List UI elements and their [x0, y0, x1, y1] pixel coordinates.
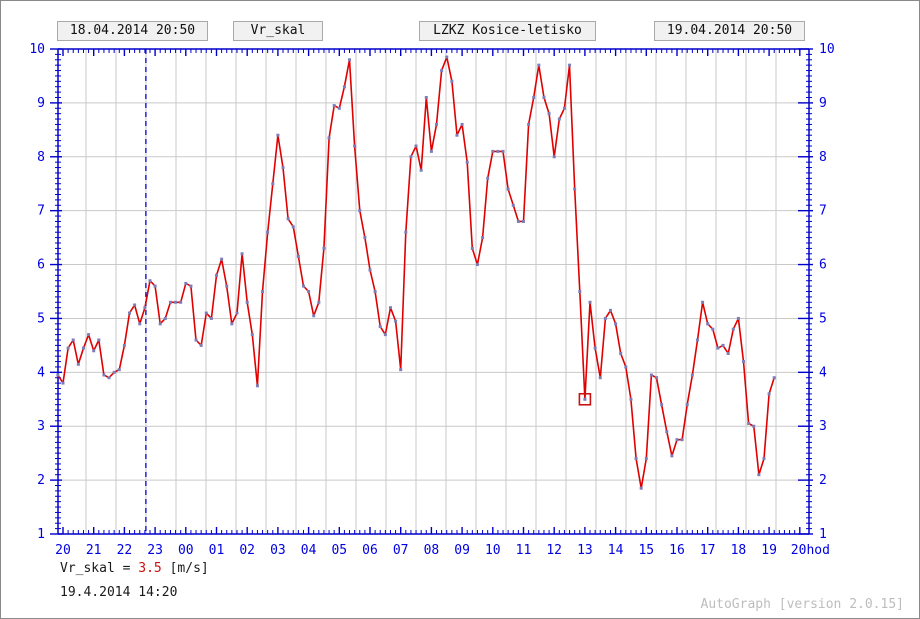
- tick-layer: [50, 48, 813, 535]
- readout-series-label: Vr_skal =: [60, 561, 131, 576]
- readout-value: 3.5: [138, 561, 162, 576]
- readout-unit: [m/s]: [169, 561, 209, 576]
- axis-tick-label: 7: [37, 204, 45, 219]
- axis-tick-label: 6: [819, 258, 827, 273]
- end-datetime-button[interactable]: 19.04.2014 20:50: [654, 21, 805, 41]
- highlighted-point-square[interactable]: [578, 392, 592, 406]
- axis-tick-label: 1: [37, 527, 45, 542]
- axis-tick-label: 5: [819, 311, 827, 326]
- axis-tick-label: 1: [819, 527, 827, 542]
- axis-tick-label: 14: [608, 543, 624, 558]
- axis-tick-label: 02: [239, 543, 255, 558]
- axis-tick-label: 20: [55, 543, 71, 558]
- axis-tick-label: 12: [546, 543, 562, 558]
- axis-tick-label: 20hod: [791, 543, 830, 558]
- axis-tick-label: 13: [577, 543, 593, 558]
- axes-layer: [57, 48, 810, 535]
- app-version-credit: AutoGraph [version 2.0.15]: [700, 597, 905, 612]
- axis-tick-label: 01: [209, 543, 225, 558]
- axis-tick-label: 10: [29, 42, 45, 57]
- axis-tick-label: 9: [37, 96, 45, 111]
- axis-tick-label: 05: [331, 543, 347, 558]
- axis-tick-label: 08: [424, 543, 440, 558]
- axis-tick-label: 03: [270, 543, 286, 558]
- axis-tick-label: 5: [37, 311, 45, 326]
- axis-tick-label: 21: [86, 543, 102, 558]
- readout-timestamp: 19.4.2014 14:20: [60, 585, 178, 600]
- axis-tick-label: 10: [819, 42, 835, 57]
- station-name-button[interactable]: LZKZ Kosice-letisko: [419, 21, 596, 41]
- series-name-button[interactable]: Vr_skal: [233, 21, 323, 41]
- axis-tick-label: 10: [485, 543, 501, 558]
- axis-tick-label: 6: [37, 258, 45, 273]
- axis-tick-label: 19: [761, 543, 777, 558]
- axis-tick-label: 17: [700, 543, 716, 558]
- axis-tick-label: 2: [37, 473, 45, 488]
- grid-layer: [58, 49, 809, 534]
- axis-tick-label: 7: [819, 204, 827, 219]
- axis-tick-label: 11: [516, 543, 532, 558]
- axis-tick-label: 06: [362, 543, 378, 558]
- axis-tick-label: 23: [147, 543, 163, 558]
- axis-tick-label: 8: [819, 150, 827, 165]
- axis-tick-label: 4: [37, 365, 45, 380]
- axis-tick-label: 8: [37, 150, 45, 165]
- axis-tick-label: 3: [37, 419, 45, 434]
- axis-tick-label: 18: [731, 543, 747, 558]
- axis-tick-label: 22: [117, 543, 133, 558]
- axis-tick-label: 16: [669, 543, 685, 558]
- series-markers: [56, 55, 776, 490]
- axis-tick-label: 07: [393, 543, 409, 558]
- axis-tick-label: 09: [454, 543, 470, 558]
- start-datetime-button[interactable]: 18.04.2014 20:50: [57, 21, 208, 41]
- axis-tick-label: 00: [178, 543, 194, 558]
- axis-tick-label: 04: [301, 543, 317, 558]
- axis-tick-label: 4: [819, 365, 827, 380]
- axis-tick-label: 9: [819, 96, 827, 111]
- value-readout: Vr_skal = 3.5 [m/s]: [60, 561, 209, 576]
- axis-tick-label: 3: [819, 419, 827, 434]
- axis-tick-label: 15: [638, 543, 654, 558]
- axis-tick-label: 2: [819, 473, 827, 488]
